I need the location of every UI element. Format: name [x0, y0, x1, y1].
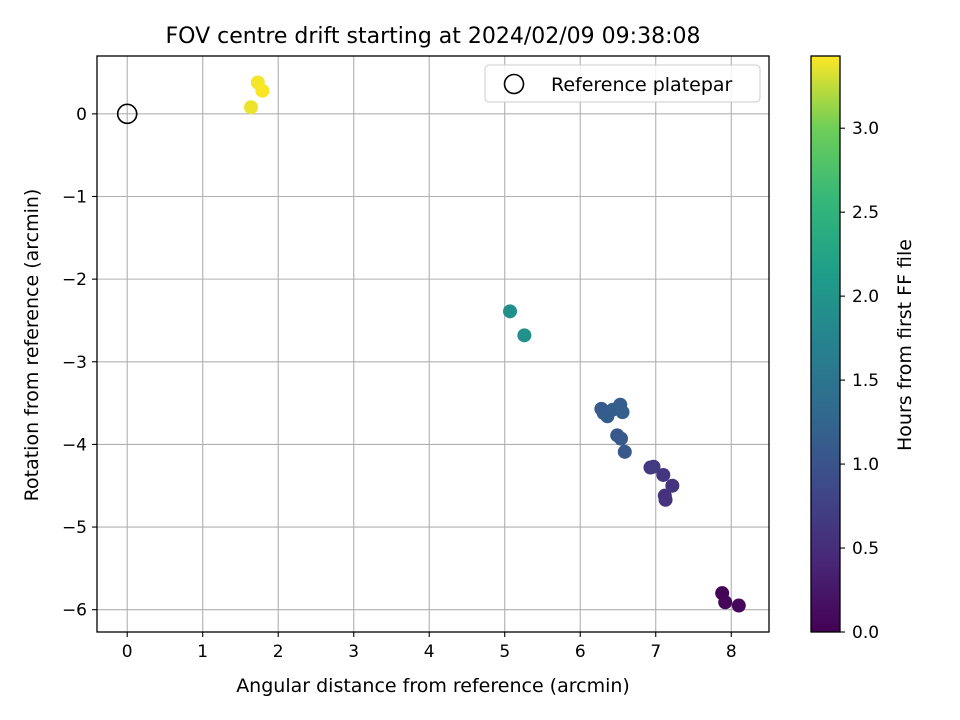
data-point: [615, 405, 630, 420]
colorbar-label: Hours from first FF file: [894, 239, 916, 451]
y-tick-label: −6: [62, 601, 87, 621]
x-tick-label: 5: [499, 642, 510, 662]
x-tick-label: 6: [575, 642, 586, 662]
data-point: [244, 100, 259, 115]
colorbar-frame: [810, 55, 841, 633]
legend-label: Reference platepar: [551, 74, 733, 96]
legend-marker-icon: [503, 73, 525, 95]
colorbar-tick-label: 2.0: [852, 287, 879, 307]
legend: Reference platepar: [484, 64, 761, 103]
x-tick-label: 0: [122, 642, 133, 662]
data-point: [658, 492, 673, 507]
plot-frame: [96, 55, 770, 633]
y-tick-label: −4: [62, 435, 87, 455]
x-tick-label: 3: [348, 642, 359, 662]
data-point: [255, 83, 270, 98]
reference-platepar-marker: [116, 103, 138, 125]
y-tick-label: 0: [76, 105, 87, 125]
x-tick-label: 1: [197, 642, 208, 662]
data-point: [517, 328, 532, 343]
y-tick-label: −3: [62, 353, 87, 373]
data-point: [665, 478, 680, 493]
data-point: [614, 431, 629, 446]
x-axis-label: Angular distance from reference (arcmin): [236, 675, 630, 697]
data-point: [656, 467, 671, 482]
colorbar: 0.0 0.5 1.0 1.5 2.0 2.5 3.0 Hours from first F…: [810, 55, 916, 643]
colorbar-tick-label: 1.5: [852, 371, 879, 391]
y-tick-label: −5: [62, 518, 87, 538]
colorbar-tick-label: 3.0: [852, 119, 879, 139]
plot-area: [97, 56, 769, 632]
data-point: [731, 598, 746, 613]
colorbar-tick-label: 1.0: [852, 455, 879, 475]
y-axis-ticks: 0 −1 −2 −3 −4 −5 −6: [62, 105, 97, 621]
legend-box: [484, 64, 761, 103]
colorbar-tick-label: 0.5: [852, 539, 879, 559]
data-point: [617, 444, 632, 459]
data-points: [244, 75, 746, 613]
chart-title: FOV centre drift starting at 2024/02/09 …: [166, 24, 701, 49]
y-axis-label: Rotation from reference (arcmin): [21, 189, 43, 502]
x-tick-label: 7: [650, 642, 661, 662]
data-point: [718, 595, 733, 610]
colorbar-ticks: 0.0 0.5 1.0 1.5 2.0 2.5 3.0: [840, 119, 879, 643]
x-tick-label: 8: [726, 642, 737, 662]
y-tick-label: −2: [62, 270, 87, 290]
colorbar-tick-label: 0.0: [852, 623, 879, 643]
x-tick-label: 4: [424, 642, 435, 662]
data-point: [503, 304, 518, 319]
x-axis-ticks: 0 1 2 3 4 5 6 7 8: [122, 632, 737, 662]
data-point: [646, 459, 661, 474]
x-tick-label: 2: [273, 642, 284, 662]
grid-lines: [97, 56, 769, 632]
colorbar-tick-label: 2.5: [852, 203, 879, 223]
colorbar-gradient: [811, 56, 840, 632]
y-tick-label: −1: [62, 187, 87, 207]
